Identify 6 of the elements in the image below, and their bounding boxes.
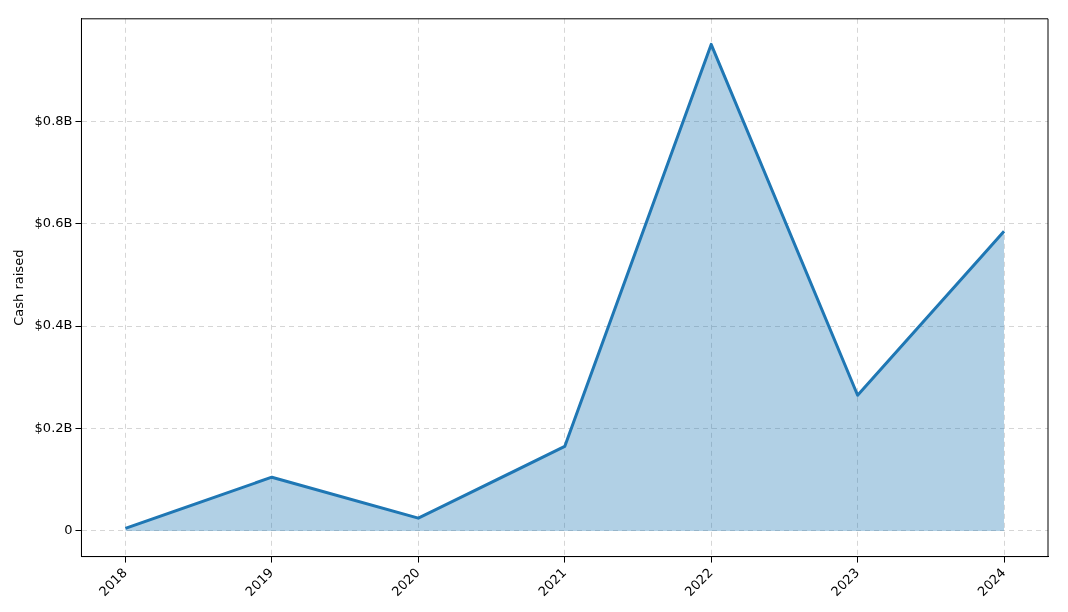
y-tick-label: $0.6B bbox=[34, 215, 73, 231]
y-tick-label: $0.2B bbox=[34, 419, 73, 435]
y-axis-title: Cash raised bbox=[11, 249, 27, 326]
y-tick-label: $0.4B bbox=[34, 317, 73, 333]
y-tick-label: 0 bbox=[64, 522, 73, 538]
y-tick-label: $0.8B bbox=[34, 112, 73, 128]
